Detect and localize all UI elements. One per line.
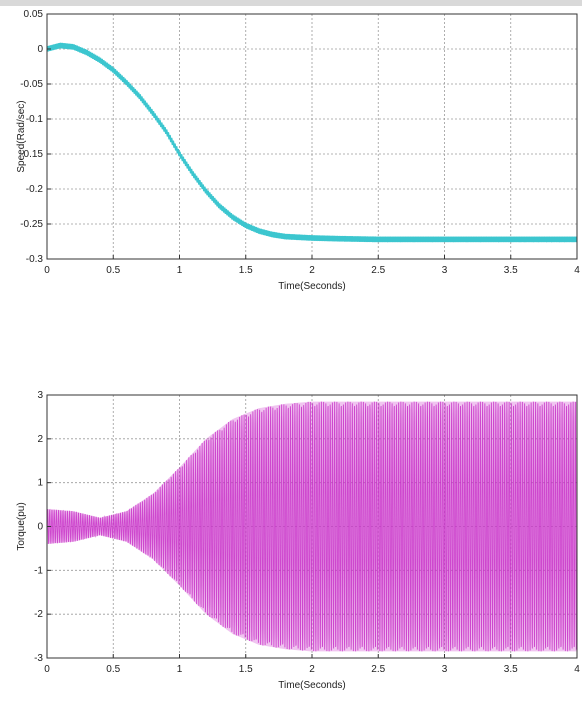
y-tick-label: -3 bbox=[34, 653, 43, 664]
x-tick-label: 4 bbox=[574, 664, 580, 675]
speed-chart: 0 0.5 1 1.5 2 2.5 3 3.5 4 0.05 0 -0.05 -0.1 -0.15 -0.2… bbox=[16, 9, 580, 292]
x-tick-label: 0 bbox=[44, 664, 50, 675]
x-tick-label: 2.5 bbox=[371, 265, 385, 276]
series-group bbox=[47, 401, 577, 652]
speed-series-line bbox=[47, 42, 577, 243]
y-tick-label: -0.1 bbox=[26, 114, 44, 125]
y-tick-label: 0 bbox=[37, 522, 43, 533]
window-top-edge bbox=[0, 0, 582, 6]
y-tick-label: 0 bbox=[37, 44, 43, 55]
x-tick-label: 1.5 bbox=[239, 265, 253, 276]
y-tick-label: -0.3 bbox=[26, 254, 44, 265]
torque-chart: 0 0.5 1 1.5 2 2.5 3 3.5 4 3 2 1 0 -1 -2 -3 Time(Seconds)… bbox=[16, 390, 580, 691]
x-axis-label: Time(Seconds) bbox=[278, 680, 345, 691]
x-tick-label: 3.5 bbox=[504, 664, 518, 675]
y-tick-label: -0.15 bbox=[20, 149, 43, 160]
x-tick-label: 0.5 bbox=[106, 664, 120, 675]
x-tick-label: 1 bbox=[177, 664, 183, 675]
x-tick-label: 0 bbox=[44, 265, 50, 276]
y-tick-label: 0.05 bbox=[24, 9, 44, 20]
x-tick-label: 2.5 bbox=[371, 664, 385, 675]
x-tick-label: 0.5 bbox=[106, 265, 120, 276]
y-tick-label: -0.25 bbox=[20, 219, 43, 230]
x-axis-label: Time(Seconds) bbox=[278, 281, 345, 292]
torque-series-line bbox=[47, 401, 577, 652]
y-axis-label: Torque(pu) bbox=[16, 502, 27, 550]
x-tick-label: 3 bbox=[442, 664, 448, 675]
series-group bbox=[47, 42, 577, 243]
y-tick-label: -2 bbox=[34, 609, 43, 620]
x-tick-label: 4 bbox=[574, 265, 580, 276]
x-tick-label: 3 bbox=[442, 265, 448, 276]
y-tick-label: -1 bbox=[34, 565, 43, 576]
y-tick-label: 3 bbox=[37, 390, 43, 401]
x-tick-label: 3.5 bbox=[504, 265, 518, 276]
y-axis-label: Speed(Rad/sec) bbox=[16, 100, 27, 172]
x-tick-label: 2 bbox=[309, 265, 315, 276]
y-tick-label: 1 bbox=[37, 478, 43, 489]
x-tick-label: 1.5 bbox=[239, 664, 253, 675]
x-tick-label: 2 bbox=[309, 664, 315, 675]
y-tick-label: -0.05 bbox=[20, 79, 43, 90]
y-tick-label: -0.2 bbox=[26, 184, 44, 195]
y-tick-label: 2 bbox=[37, 434, 43, 445]
x-tick-label: 1 bbox=[177, 265, 183, 276]
